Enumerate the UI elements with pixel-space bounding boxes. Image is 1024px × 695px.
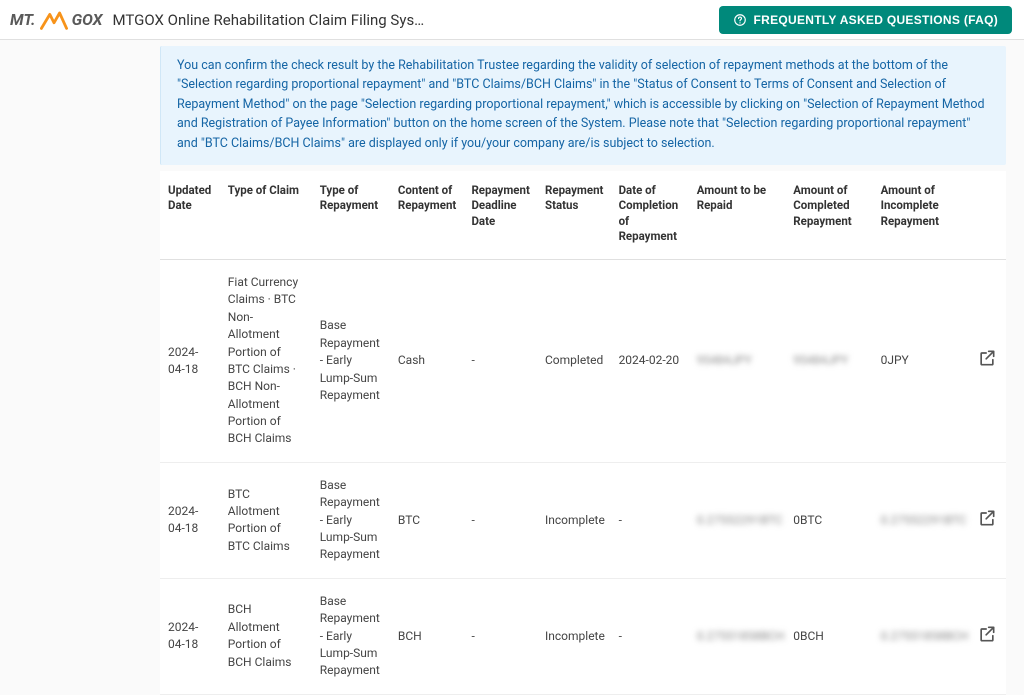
notice-panel: You can confirm the check result by the …: [160, 46, 1006, 165]
topbar-left: MT. GOX MTGOX Online Rehabilitation Clai…: [4, 10, 424, 30]
logo[interactable]: MT. GOX: [4, 10, 103, 30]
col-updated-date: Updated Date: [160, 171, 220, 260]
cell-type-repayment: Base Repayment - Early Lump-Sum Repaymen…: [312, 462, 390, 578]
cell-content-repayment: Cash: [390, 259, 464, 462]
cell-type-of-claim: BCH Allotment Portion of BCH Claims: [220, 578, 312, 694]
col-deadline: Repayment Deadline Date: [463, 171, 537, 260]
open-external-icon[interactable]: [977, 508, 997, 528]
cell-deadline: -: [463, 578, 537, 694]
table-row: 2024-04-18Fiat Currency Claims · BTC Non…: [160, 259, 1006, 462]
cell-action: [969, 462, 1006, 578]
col-content-repayment: Content of Repayment: [390, 171, 464, 260]
cell-amount-completed: 0BTC: [785, 462, 872, 578]
cell-content-repayment: BTC: [390, 462, 464, 578]
table-row: 2024-04-18BCH Allotment Portion of BCH C…: [160, 578, 1006, 694]
col-status: Repayment Status: [537, 171, 611, 260]
cell-type-repayment: Base Repayment - Early Lump-Sum Repaymen…: [312, 259, 390, 462]
cell-completion-date: 2024-02-20: [611, 259, 689, 462]
cell-amount-incomplete: 0JPY: [873, 259, 970, 462]
table-row: 2024-04-18BTC Allotment Portion of BTC C…: [160, 462, 1006, 578]
table-header-row: Updated Date Type of Claim Type of Repay…: [160, 171, 1006, 260]
cell-deadline: -: [463, 259, 537, 462]
cell-type-repayment: Base Repayment - Early Lump-Sum Repaymen…: [312, 578, 390, 694]
faq-button[interactable]: FREQUENTLY ASKED QUESTIONS (FAQ): [719, 6, 1012, 34]
top-bar: MT. GOX MTGOX Online Rehabilitation Clai…: [0, 0, 1024, 40]
logo-icon: [40, 10, 68, 30]
repayment-table: Updated Date Type of Claim Type of Repay…: [160, 171, 1006, 695]
col-amount-repaid: Amount to be Repaid: [689, 171, 786, 260]
logo-text-gox: GOX: [72, 10, 103, 29]
cell-updated-date: 2024-04-18: [160, 259, 220, 462]
cell-content-repayment: BCH: [390, 578, 464, 694]
main-content: You can confirm the check result by the …: [0, 40, 1024, 695]
cell-status: Incomplete: [537, 578, 611, 694]
cell-amount-repaid: 0.27552291BTC: [689, 462, 786, 578]
col-completion-date: Date of Completion of Repayment: [611, 171, 689, 260]
cell-status: Completed: [537, 259, 611, 462]
col-type-of-claim: Type of Claim: [220, 171, 312, 260]
cell-type-of-claim: Fiat Currency Claims · BTC Non-Allotment…: [220, 259, 312, 462]
cell-amount-repaid: 0.27551858BCH: [689, 578, 786, 694]
cell-action: [969, 259, 1006, 462]
page-title: MTGOX Online Rehabilitation Claim Filing…: [113, 11, 425, 29]
repayment-table-wrap: Updated Date Type of Claim Type of Repay…: [160, 171, 1006, 695]
cell-deadline: -: [463, 462, 537, 578]
cell-updated-date: 2024-04-18: [160, 578, 220, 694]
cell-amount-completed: 95484JPY: [785, 259, 872, 462]
col-amount-completed: Amount of Completed Repayment: [785, 171, 872, 260]
cell-completion-date: -: [611, 578, 689, 694]
col-type-repayment: Type of Repayment: [312, 171, 390, 260]
open-external-icon[interactable]: [977, 624, 997, 644]
open-external-icon[interactable]: [977, 348, 997, 368]
cell-amount-repaid: 95484JPY: [689, 259, 786, 462]
cell-completion-date: -: [611, 462, 689, 578]
cell-amount-incomplete: 0.27552291BTC: [873, 462, 970, 578]
help-circle-icon: [733, 13, 747, 27]
cell-type-of-claim: BTC Allotment Portion of BTC Claims: [220, 462, 312, 578]
cell-status: Incomplete: [537, 462, 611, 578]
faq-label: FREQUENTLY ASKED QUESTIONS (FAQ): [753, 13, 998, 27]
cell-action: [969, 578, 1006, 694]
cell-amount-incomplete: 0.27551858BCH: [873, 578, 970, 694]
cell-amount-completed: 0BCH: [785, 578, 872, 694]
col-action: [969, 171, 1006, 260]
col-amount-incomplete: Amount of Incomplete Repayment: [873, 171, 970, 260]
logo-text-mt: MT.: [10, 10, 36, 29]
cell-updated-date: 2024-04-18: [160, 462, 220, 578]
